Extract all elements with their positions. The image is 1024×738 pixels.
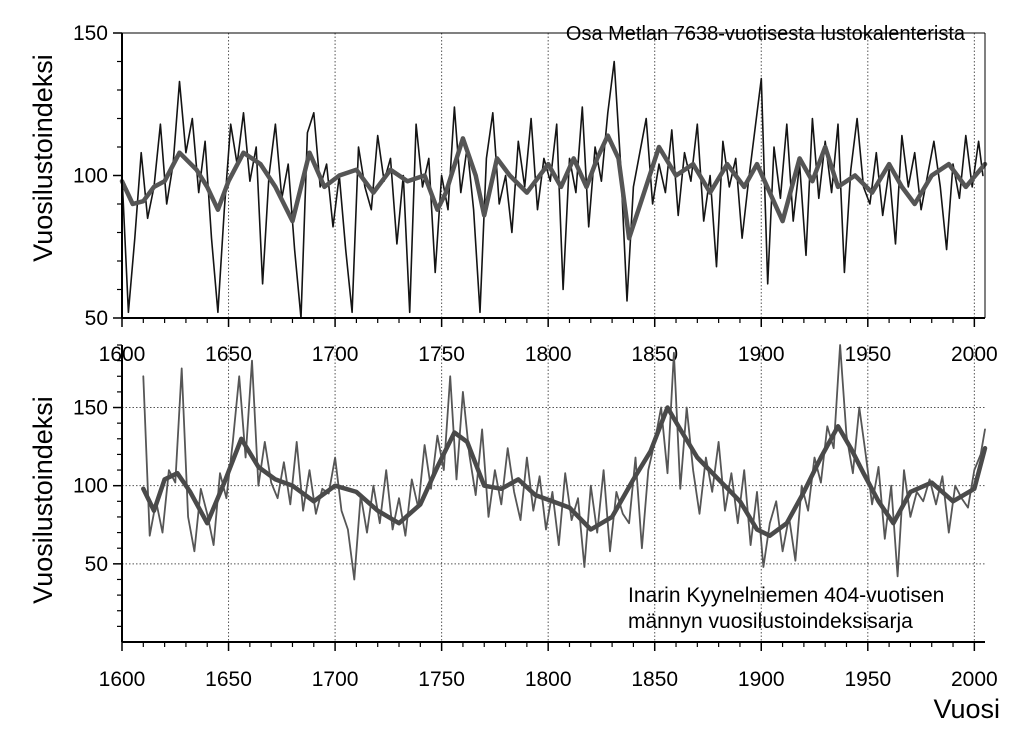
bottom-annotation-line-2: männyn vuosilustoindeksisarja xyxy=(628,610,913,633)
top-chart-title: Osa Metlan 7638-vuotisesta lustokalenter… xyxy=(566,23,966,45)
y-tick-label: 150 xyxy=(73,397,108,420)
x-tick-label: 1700 xyxy=(312,668,359,691)
bottom-annotation-line-1: Inarin Kyynelniemen 404-vuotisen xyxy=(628,584,944,607)
top-raw-series xyxy=(121,60,984,319)
x-tick-label: 2000 xyxy=(951,343,998,366)
raw-ring-width-line xyxy=(121,60,984,319)
bottom-smoothed-series xyxy=(141,405,988,538)
top-smoothed-series xyxy=(119,133,988,241)
bottom-y-axis-label: Vuosilustoindeksi xyxy=(28,396,58,604)
y-tick-label: 150 xyxy=(73,22,108,45)
x-tick-label: 1950 xyxy=(844,343,891,366)
x-tick-label: 1900 xyxy=(738,668,785,691)
smoothed-trend-line xyxy=(141,405,988,538)
bottom-x-tick-labels: 1600 1650 1700 1750 1800 1850 1900 1950 2000 xyxy=(99,668,998,691)
top-y-tick-labels: 50 100 150 xyxy=(73,22,108,330)
y-tick-label: 100 xyxy=(73,475,108,498)
smoothed-trend-line xyxy=(119,133,988,241)
raw-ring-width-line xyxy=(142,344,986,581)
x-tick-label: 1950 xyxy=(844,668,891,691)
top-y-axis-label: Vuosilustoindeksi xyxy=(28,54,58,262)
x-tick-label: 1750 xyxy=(418,668,465,691)
x-tick-label: 1650 xyxy=(205,668,252,691)
top-axes xyxy=(113,32,986,327)
top-panel: 1600 1650 1700 1750 1800 1850 1900 1950 2000 501… xyxy=(28,22,998,366)
bottom-panel: 1600 1650 1700 1750 1800 1850 1900 1950 2000 50 1… xyxy=(28,344,1000,724)
bottom-raw-series xyxy=(142,344,986,581)
bottom-y-tick-labels: 50 100 150 xyxy=(73,397,108,576)
y-tick-label: 50 xyxy=(85,553,108,576)
x-tick-label: 1900 xyxy=(738,343,785,366)
x-tick-label: 1850 xyxy=(631,343,678,366)
y-tick-label: 50 xyxy=(85,307,108,330)
x-tick-label: 1800 xyxy=(525,343,572,366)
x-axis-label: Vuosi xyxy=(933,694,1000,724)
x-tick-label: 1850 xyxy=(631,668,678,691)
x-tick-label: 1800 xyxy=(525,668,572,691)
top-x-tick-labels: 1600 1650 1700 1750 1800 1850 1900 1950 2000 xyxy=(99,343,998,366)
bottom-axes xyxy=(113,344,985,651)
y-tick-label: 100 xyxy=(73,165,108,188)
x-tick-label: 1600 xyxy=(99,668,146,691)
x-tick-label: 1650 xyxy=(205,343,252,366)
x-tick-label: 1750 xyxy=(418,343,465,366)
bottom-grid xyxy=(122,345,985,642)
x-tick-label: 1700 xyxy=(312,343,359,366)
x-tick-label: 2000 xyxy=(951,668,998,691)
